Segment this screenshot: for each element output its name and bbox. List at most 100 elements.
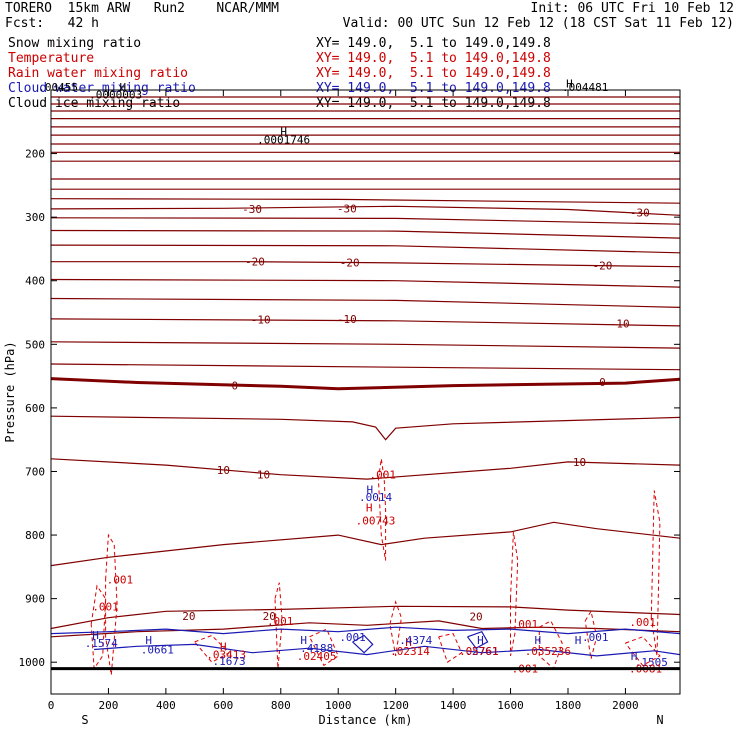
y-axis-title: Pressure (hPa) [3, 341, 17, 442]
isotherm-line [50, 198, 681, 204]
extremum-label: .0000003 [89, 88, 142, 101]
field-label-rain: Rain water mixing ratio [8, 66, 189, 81]
isotherm-line [50, 605, 681, 630]
x-tick-label: 2000 [612, 699, 639, 712]
contour-labels-layer: -30 -30 -30 -20 -20 -20 -10 -10 -10 0 0 10 10 10 20 20 2… [38, 78, 668, 676]
extremum-label: .00743 [356, 514, 396, 527]
extremum-label: .4188 [300, 642, 333, 655]
extremum-label: .0001746 [257, 134, 310, 147]
rain-contour-label: .001 [369, 469, 396, 482]
isotherm-label: -20 [340, 256, 360, 269]
rain-contour [105, 533, 118, 675]
extremum-label: .02405 [297, 650, 337, 663]
rain-contour [584, 609, 598, 660]
y-tick-label: 400 [25, 275, 45, 288]
field-xy-snow: XY= 149.0, 5.1 to 149.0,149.8 [316, 36, 551, 51]
extremum-label: H [300, 634, 307, 647]
isotherm-label: -30 [242, 203, 262, 216]
y-tick-label: 900 [25, 593, 45, 606]
extremum-label: .1574 [85, 637, 118, 650]
field-xy-temperature: XY= 149.0, 5.1 to 149.0,149.8 [316, 51, 551, 66]
extremum-label: .00455 [38, 81, 78, 94]
y-tick-label: 300 [25, 211, 45, 224]
extremum-label: .1673 [213, 655, 246, 668]
field-xy-cloud-water: XY= 149.0, 5.1 to 149.0,149.8 [316, 81, 551, 96]
extremum-label: H [566, 78, 573, 91]
isotherm-line [50, 217, 681, 225]
x-tick-label: 400 [156, 699, 176, 712]
extremum-label: H [366, 502, 373, 515]
rain-contour [510, 531, 519, 656]
north-end-label: N [656, 713, 663, 727]
isotherm-line [50, 363, 681, 371]
extremum-label: H [575, 634, 582, 647]
rain-contour [389, 600, 402, 656]
isotherm-line [50, 278, 681, 288]
field-label-cloud-water: Cloud water mixing ratio [8, 81, 196, 96]
isotherm-line [50, 341, 681, 349]
isotherm-line [50, 377, 681, 391]
isotherm-line [50, 297, 681, 308]
rain-contour-label: .001 [267, 615, 294, 628]
header-model: TORERO 15km ARW Run2 NCAR/MMM [5, 1, 279, 16]
extremum-label: .2761 [465, 645, 498, 658]
extremum-label: .001 [582, 631, 609, 644]
isotherm-label: 20 [469, 610, 482, 623]
extremum-label: H [631, 650, 638, 663]
isotherm-line [50, 458, 681, 480]
x-tick-label: 800 [271, 699, 291, 712]
extremum-label: .4374 [399, 634, 432, 647]
extremum-label: .02314 [390, 645, 430, 658]
extremum-label: H [119, 81, 126, 94]
header-init: Init: 06 UTC Fri 10 Feb 12 [530, 1, 735, 16]
isotherm-label: 20 [263, 610, 276, 623]
plot-frame [50, 89, 681, 695]
y-tick-label: 200 [25, 148, 45, 161]
isotherm-label: -30 [337, 202, 357, 215]
x-tick-label: 1200 [382, 699, 409, 712]
rain-contour-label: .001 [512, 618, 539, 631]
isotherm-label: 10 [217, 464, 230, 477]
x-tick-label: 600 [213, 699, 233, 712]
cloud-contour [50, 626, 681, 635]
x-axis-title: Distance (km) [319, 713, 413, 727]
extremum-label: .05761 [459, 645, 499, 658]
rain-contour [538, 620, 563, 670]
extremum-label: .0661 [141, 643, 174, 656]
isotherm-label: -30 [630, 207, 650, 220]
isotherm-layer [50, 96, 681, 638]
extremum-label: .035236 [525, 645, 571, 658]
extremum-label: .1505 [635, 656, 668, 669]
x-tick-label: 200 [99, 699, 119, 712]
cloud-contour [352, 634, 374, 654]
x-tick-label: 1000 [325, 699, 352, 712]
extremum-label: .001 [339, 631, 366, 644]
header-forecast: Fcst: 42 h [5, 16, 99, 31]
rain-contour [625, 636, 661, 667]
extremum-label: H [280, 125, 287, 138]
y-tick-label: 800 [25, 529, 45, 542]
isotherm-line [50, 318, 681, 327]
cloud-contour [467, 630, 489, 649]
extremum-label: .0014 [359, 491, 392, 504]
extremum-label: .03413 [206, 649, 246, 662]
x-tick-label: 1800 [555, 699, 582, 712]
isotherm-line [50, 229, 681, 239]
extremum-label: H [92, 629, 99, 642]
rain-contour [438, 633, 463, 663]
isotherm-label: -20 [593, 259, 613, 272]
isotherm-label: -10 [251, 314, 271, 327]
field-label-snow: Snow mixing ratio [8, 36, 142, 51]
y-tick-label: 1000 [19, 656, 46, 669]
isotherm-label: -10 [337, 313, 357, 326]
x-tick-label: 1600 [497, 699, 524, 712]
isotherm-line [50, 415, 681, 441]
y-tick-label: 500 [25, 338, 45, 351]
isotherm-label: 0 [599, 376, 606, 389]
y-tick-label: 600 [25, 402, 45, 415]
isotherm-line [50, 244, 681, 254]
isotherm-label: 0 [232, 380, 239, 393]
south-end-label: S [81, 713, 88, 727]
extremum-label: H [366, 483, 373, 496]
